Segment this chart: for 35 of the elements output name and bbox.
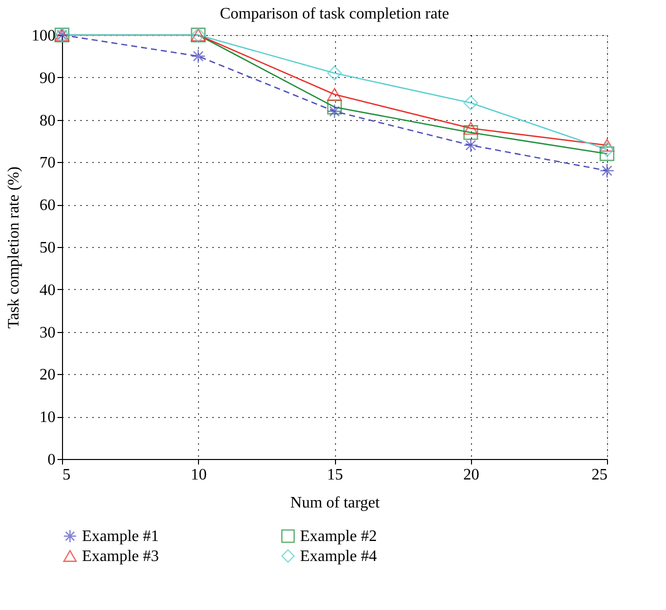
x-tick-label: 25 <box>592 466 608 484</box>
legend-label: Example #1 <box>82 528 159 546</box>
point <box>327 104 342 119</box>
y-tick-label: 80 <box>40 112 56 130</box>
point <box>327 88 342 101</box>
point <box>463 95 478 110</box>
y-tick-label: 70 <box>40 154 56 172</box>
point <box>600 146 614 162</box>
x-tick-label: 5 <box>62 466 70 484</box>
x-tick-label: 20 <box>463 466 480 484</box>
point <box>463 138 478 153</box>
y-axis-title: Task completion rate (%) <box>6 166 22 328</box>
point <box>190 48 206 64</box>
x-axis-title: Num of target <box>290 494 380 512</box>
y-tick-label: 60 <box>40 197 56 214</box>
x-tick-label: 15 <box>327 466 343 484</box>
legend-label: Example #3 <box>82 548 159 565</box>
y-tick-label: 20 <box>40 366 56 384</box>
y-tick-label: 10 <box>40 409 56 426</box>
y-tick-label: 50 <box>40 240 56 256</box>
y-tick-label: 90 <box>40 70 56 87</box>
point <box>600 142 614 157</box>
y-tick-label: 0 <box>48 452 56 468</box>
legend-label: Example #4 <box>300 548 377 565</box>
y-tick-label: 100 <box>32 28 56 44</box>
point <box>600 138 614 152</box>
chart-title: Comparison of task completion rate <box>220 6 450 23</box>
point <box>463 122 478 135</box>
y-tick-label: 30 <box>40 324 56 342</box>
x-tick-label: 10 <box>190 466 207 484</box>
y-tick-label: 40 <box>40 282 56 299</box>
point <box>463 125 478 140</box>
point <box>327 66 342 81</box>
legend-label: Example #2 <box>300 528 377 546</box>
point <box>600 163 614 178</box>
